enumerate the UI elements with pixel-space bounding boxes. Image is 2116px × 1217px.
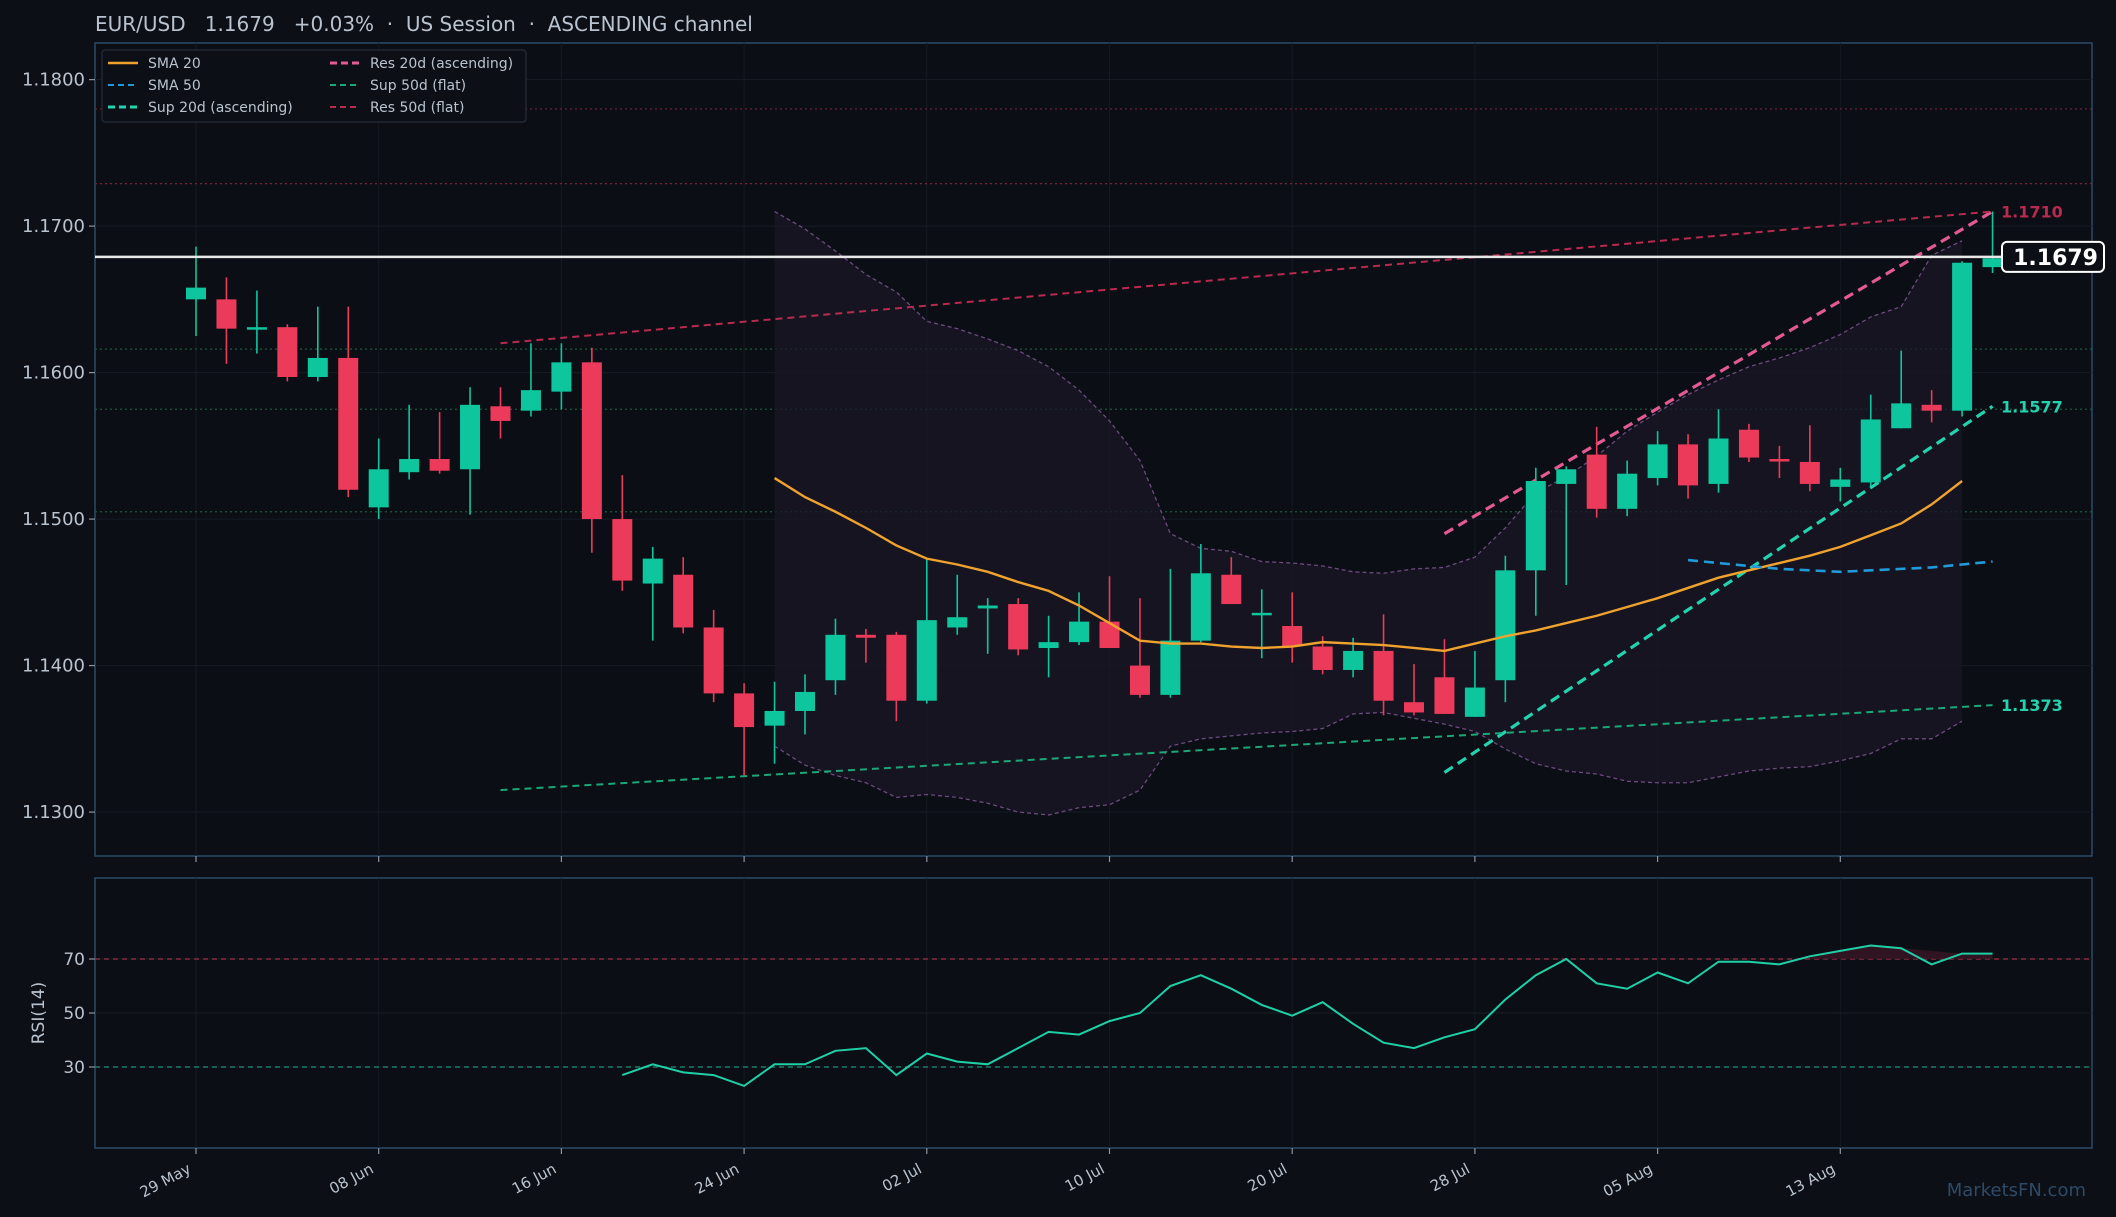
- legend-label: Res 50d (flat): [370, 100, 464, 116]
- candle-body: [734, 693, 755, 728]
- candle-body: [825, 634, 846, 681]
- candle-body: [216, 299, 237, 329]
- candle-body: [1464, 687, 1485, 717]
- rsi-tick-label: 30: [63, 1058, 85, 1078]
- current-price-label: 1.1679: [2013, 246, 2098, 271]
- candle-body: [246, 327, 267, 330]
- price-panel: 1.1300 1.1400 1.1500 1.1600 1.1700 1.1800 1.16…: [22, 42, 2105, 857]
- candle-body: [429, 459, 450, 471]
- level-value-label: 1.1577: [2001, 397, 2063, 416]
- y-tick-label: 1.1600: [22, 363, 85, 384]
- candle-body: [1008, 604, 1029, 650]
- candle-body: [1160, 640, 1181, 695]
- candle-body: [1434, 677, 1455, 714]
- rsi-panel: 30 50 70 RSI(14): [29, 877, 2093, 1149]
- y-tick-label: 1.1500: [22, 509, 85, 530]
- candle-body: [703, 627, 724, 694]
- candle-body: [916, 620, 937, 701]
- y-tick-label: 1.1800: [22, 70, 85, 91]
- candle-body: [1282, 626, 1303, 647]
- legend-label: Sup 20d (ascending): [148, 100, 293, 116]
- candle-body: [612, 519, 633, 581]
- candle-body: [1069, 621, 1090, 643]
- candle-body: [1343, 650, 1364, 670]
- candle-body: [399, 459, 420, 473]
- bollinger-band-fill: [774, 211, 1963, 815]
- rsi-line: [621, 944, 1993, 1088]
- y-tick-label: 1.1400: [22, 656, 85, 677]
- candle-body: [1373, 650, 1394, 701]
- candle-body: [490, 406, 511, 421]
- candle-body: [1921, 404, 1942, 411]
- candle-body: [368, 469, 389, 508]
- bollinger-lower: [774, 711, 1963, 816]
- candle-body: [338, 357, 359, 490]
- candle-body: [1952, 262, 1973, 411]
- candle-body: [764, 710, 785, 726]
- candle-body: [1617, 473, 1638, 509]
- channel-line: [500, 704, 1993, 792]
- candle-body: [886, 634, 907, 701]
- candle-body: [1738, 429, 1759, 458]
- candle-body: [1586, 454, 1607, 509]
- legend-label: SMA 20: [148, 56, 201, 72]
- candle-body: [1647, 444, 1668, 479]
- rsi-axis-label: RSI(14): [29, 982, 49, 1045]
- candle-body: [1525, 480, 1546, 571]
- watermark: MarketsFN.com: [1947, 1180, 2086, 1201]
- candle-body: [1129, 665, 1150, 695]
- candle-body: [977, 605, 998, 609]
- candle-body: [1891, 403, 1912, 429]
- channel-line: [1443, 404, 1994, 774]
- y-tick-label: 1.1700: [22, 216, 85, 237]
- candle-body: [1799, 461, 1820, 484]
- rsi-tick-label: 70: [63, 950, 85, 970]
- y-tick-label: 1.1300: [22, 802, 85, 823]
- legend-label: Res 20d (ascending): [370, 56, 513, 72]
- candle-body: [855, 634, 876, 638]
- candle-body: [1038, 642, 1059, 648]
- candle-body: [673, 574, 694, 628]
- candle-body: [947, 617, 968, 628]
- legend-label: Sup 50d (flat): [370, 78, 466, 94]
- level-value-label: 1.1710: [2001, 202, 2063, 221]
- candle-body: [186, 287, 206, 300]
- candle-body: [1860, 419, 1881, 483]
- candle-body: [1556, 469, 1577, 484]
- candle-body: [1708, 438, 1729, 484]
- legend[interactable]: SMA 20 Res 20d (ascending) SMA 50 Sup 50d (…: [101, 49, 527, 123]
- rsi-tick-label: 50: [63, 1004, 85, 1024]
- candle-body: [581, 362, 602, 520]
- candle-body: [277, 327, 298, 377]
- candle-body: [1678, 444, 1699, 486]
- candle-body: [795, 691, 815, 711]
- candle-body: [1251, 612, 1272, 616]
- channel-line: [500, 210, 1993, 345]
- candle-body: [551, 362, 572, 392]
- candle-body: [1312, 646, 1333, 670]
- candle-body: [307, 357, 328, 377]
- legend-box: [101, 49, 527, 123]
- candle-body: [1190, 573, 1211, 641]
- candle-body: [1099, 621, 1120, 648]
- candle-body: [642, 558, 663, 584]
- candle-body: [1221, 574, 1242, 605]
- candle-body: [1830, 479, 1851, 487]
- level-value-label: 1.1373: [2001, 696, 2063, 715]
- candle-body: [1982, 258, 2003, 268]
- candle-body: [1495, 570, 1516, 681]
- sma50-line: [1687, 558, 1993, 574]
- sma20-line: [773, 477, 1963, 653]
- candle-body: [520, 390, 541, 411]
- current-price-badge: [2001, 240, 2105, 273]
- candle-body: [460, 404, 481, 470]
- chart-title: EUR/USD 1.1679 +0.03% · US Session · ASC…: [95, 12, 753, 36]
- legend-label: SMA 50: [148, 78, 201, 94]
- candle-body: [1404, 702, 1424, 713]
- candle-body: [1769, 459, 1790, 462]
